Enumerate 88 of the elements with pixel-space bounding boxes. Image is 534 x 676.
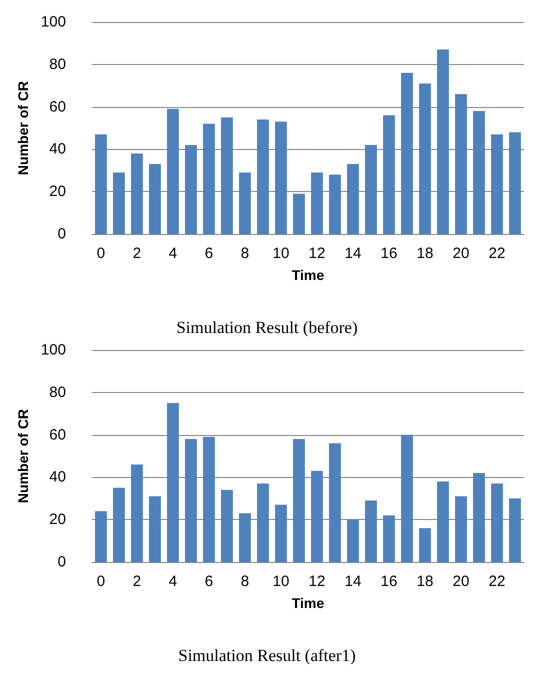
bar [365,500,377,562]
x-tick-label: 16 [380,245,398,262]
x-tick-label: 4 [168,245,178,262]
x-tick-label: 14 [344,573,362,590]
bar [239,513,251,562]
bar [221,490,233,562]
x-tick-label: 10 [272,573,290,590]
y-tick-label: 40 [49,468,66,486]
y-tick-label: 80 [49,56,66,73]
bar [491,484,503,562]
bar [437,481,449,562]
x-tick-label: 2 [132,245,142,262]
bar [112,488,125,562]
bar [257,120,269,234]
bar [509,132,521,234]
bar [329,443,341,562]
x-tick-label: 6 [204,573,214,590]
y-tick-label: 60 [49,98,66,116]
bar [455,94,467,234]
bar [419,83,431,234]
bar [167,108,179,234]
x-axis-title: Time [292,267,324,283]
x-tick-label: 14 [344,245,362,262]
y-tick-label: 80 [49,384,66,401]
x-tick-label: 0 [96,245,106,262]
bar [203,436,215,562]
x-tick-label: 18 [416,245,434,262]
x-tick-label: 8 [240,573,250,590]
bar [257,484,269,562]
y-tick-label: 40 [49,140,66,158]
x-tick-label: 20 [452,573,470,590]
x-axis-title: Time [292,595,324,611]
bar [148,496,161,562]
bar [473,111,485,234]
bar [130,464,143,562]
bar [293,194,305,234]
bar [94,134,107,234]
x-tick-label: 0 [96,573,106,590]
y-tick-label: 100 [40,342,66,358]
y-tick-label: 0 [58,226,66,242]
bar [167,403,179,562]
x-tick-label: 6 [204,245,214,262]
bar [148,164,161,234]
bar [491,134,503,234]
x-tick-label: 12 [308,245,326,262]
bar [311,172,323,234]
bar [455,496,467,562]
y-tick-label: 0 [58,554,66,570]
bar [401,434,413,562]
bar [221,117,233,234]
bar [347,164,359,234]
bar [94,511,107,562]
bar [239,172,251,234]
bar [473,472,485,562]
bar [293,439,305,562]
bar [112,172,125,234]
x-tick-label: 12 [308,573,326,590]
x-tick-label: 8 [240,245,250,262]
bar [383,115,395,234]
y-axis-title: Number of CR [15,408,31,504]
x-tick-label: 22 [488,245,506,262]
y-axis-title: Number of CR [15,80,31,176]
bar [383,515,395,562]
y-tick-label: 20 [49,183,66,200]
x-tick-label: 2 [132,573,142,590]
bar [401,72,413,234]
bar [311,470,323,562]
x-tick-label: 18 [416,573,434,590]
bar [437,50,449,234]
bar [365,144,377,234]
bar [329,174,341,234]
x-tick-label: 4 [168,573,178,590]
bar [347,520,359,562]
bar [419,528,431,562]
y-tick-label: 100 [40,14,66,30]
bar [509,498,521,562]
bar [275,504,287,562]
y-tick-label: 20 [49,511,66,528]
x-tick-label: 22 [488,573,506,590]
bar [130,153,143,234]
bar [203,124,215,234]
x-tick-label: 10 [272,245,290,262]
bar [185,144,197,234]
bar [275,122,287,234]
x-tick-label: 20 [452,245,470,262]
x-tick-label: 16 [380,573,398,590]
bar [185,439,197,562]
y-tick-label: 60 [49,426,66,444]
